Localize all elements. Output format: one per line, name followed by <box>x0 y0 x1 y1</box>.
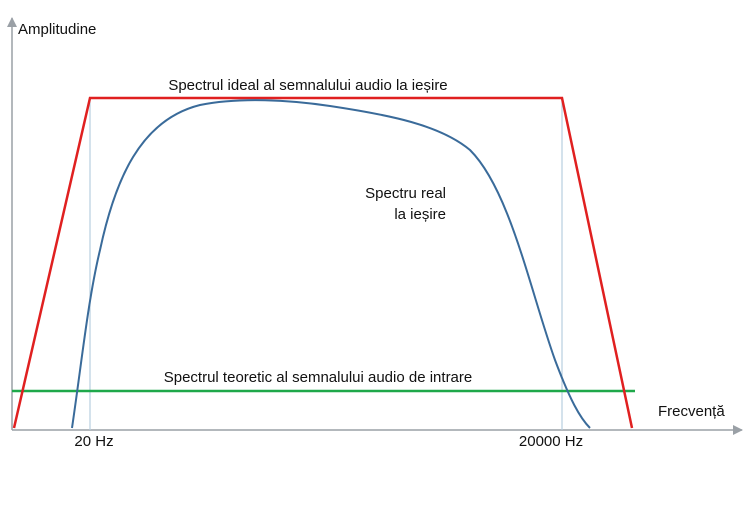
input-spectrum-label: Spectrul teoretic al semnalului audio de… <box>164 369 473 386</box>
x-marker-label: 20000 Hz <box>519 433 583 450</box>
real-spectrum-curve <box>71 99 591 429</box>
x-axis-label: Frecvență <box>658 403 725 420</box>
x-marker-label: 20 Hz <box>74 433 113 450</box>
ideal-spectrum-label: Spectrul ideal al semnalului audio la ie… <box>168 77 447 94</box>
ideal-spectrum-line <box>12 96 634 429</box>
real-spectrum-label: Spectru real <box>365 185 446 202</box>
real-spectrum-label: la ieșire <box>394 206 446 223</box>
y-axis-label: Amplitudine <box>18 21 96 38</box>
